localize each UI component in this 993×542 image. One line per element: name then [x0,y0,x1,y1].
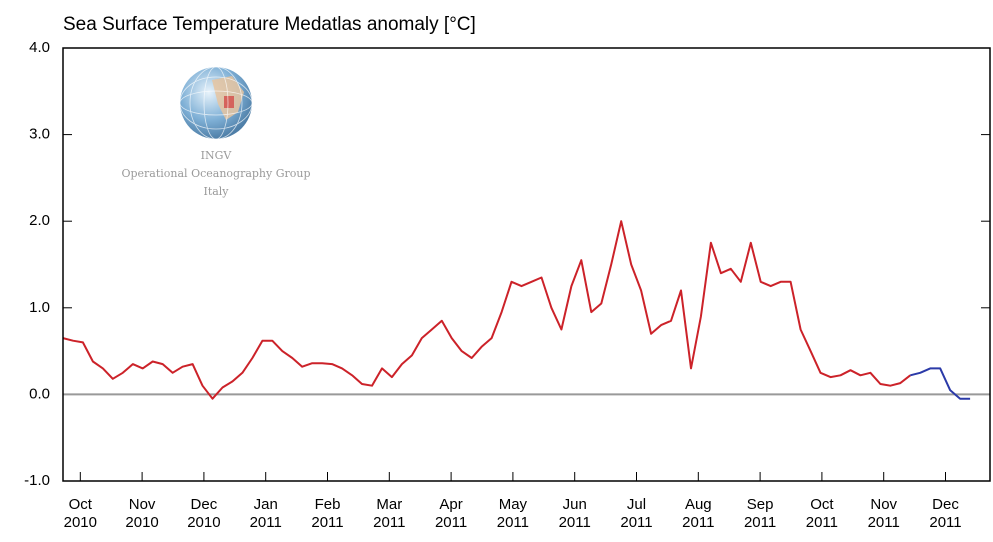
plot-frame [62,47,991,482]
x-tick-label: Oct 2010 [63,496,97,531]
x-tick-label: Mar 2011 [373,496,406,531]
x-tick-label: Dec 2010 [187,496,221,531]
x-tick-label: May 2011 [496,496,530,531]
data-line [62,220,911,400]
y-tick-label: 0.0 [29,385,50,402]
x-tick-label: Oct 2011 [805,496,839,531]
y-tick-label: 1.0 [29,299,50,316]
watermark-text: Italy [203,185,229,198]
x-tick-label: Feb 2011 [311,496,344,531]
x-tick-label: Aug 2011 [682,496,715,531]
x-tick-label: Dec 2011 [929,496,962,531]
x-tick-label: Jan 2011 [249,496,282,531]
y-tick-label: 4.0 [29,39,50,56]
x-tick-label: Jul 2011 [620,496,653,531]
globe-spot [224,96,234,108]
y-tick-label: -1.0 [24,472,50,489]
globe-grid [179,66,253,140]
chart-title: Sea Surface Temperature Medatlas anomaly… [63,14,476,35]
y-tick-label: 2.0 [29,212,50,229]
x-tick-label: Apr 2011 [434,496,468,531]
x-tick-label: Sep 2011 [743,496,777,531]
watermark-logo [179,66,253,140]
x-tick-label: Nov 2010 [125,496,159,531]
watermark-text: INGV [201,149,233,162]
watermark-text: Operational Oceanography Group [121,167,310,180]
x-tick-label: Nov 2011 [867,496,900,531]
y-tick-label: 3.0 [29,126,50,143]
data-line [910,367,971,400]
globe [180,67,252,139]
x-tick-label: Jun 2011 [558,496,591,531]
